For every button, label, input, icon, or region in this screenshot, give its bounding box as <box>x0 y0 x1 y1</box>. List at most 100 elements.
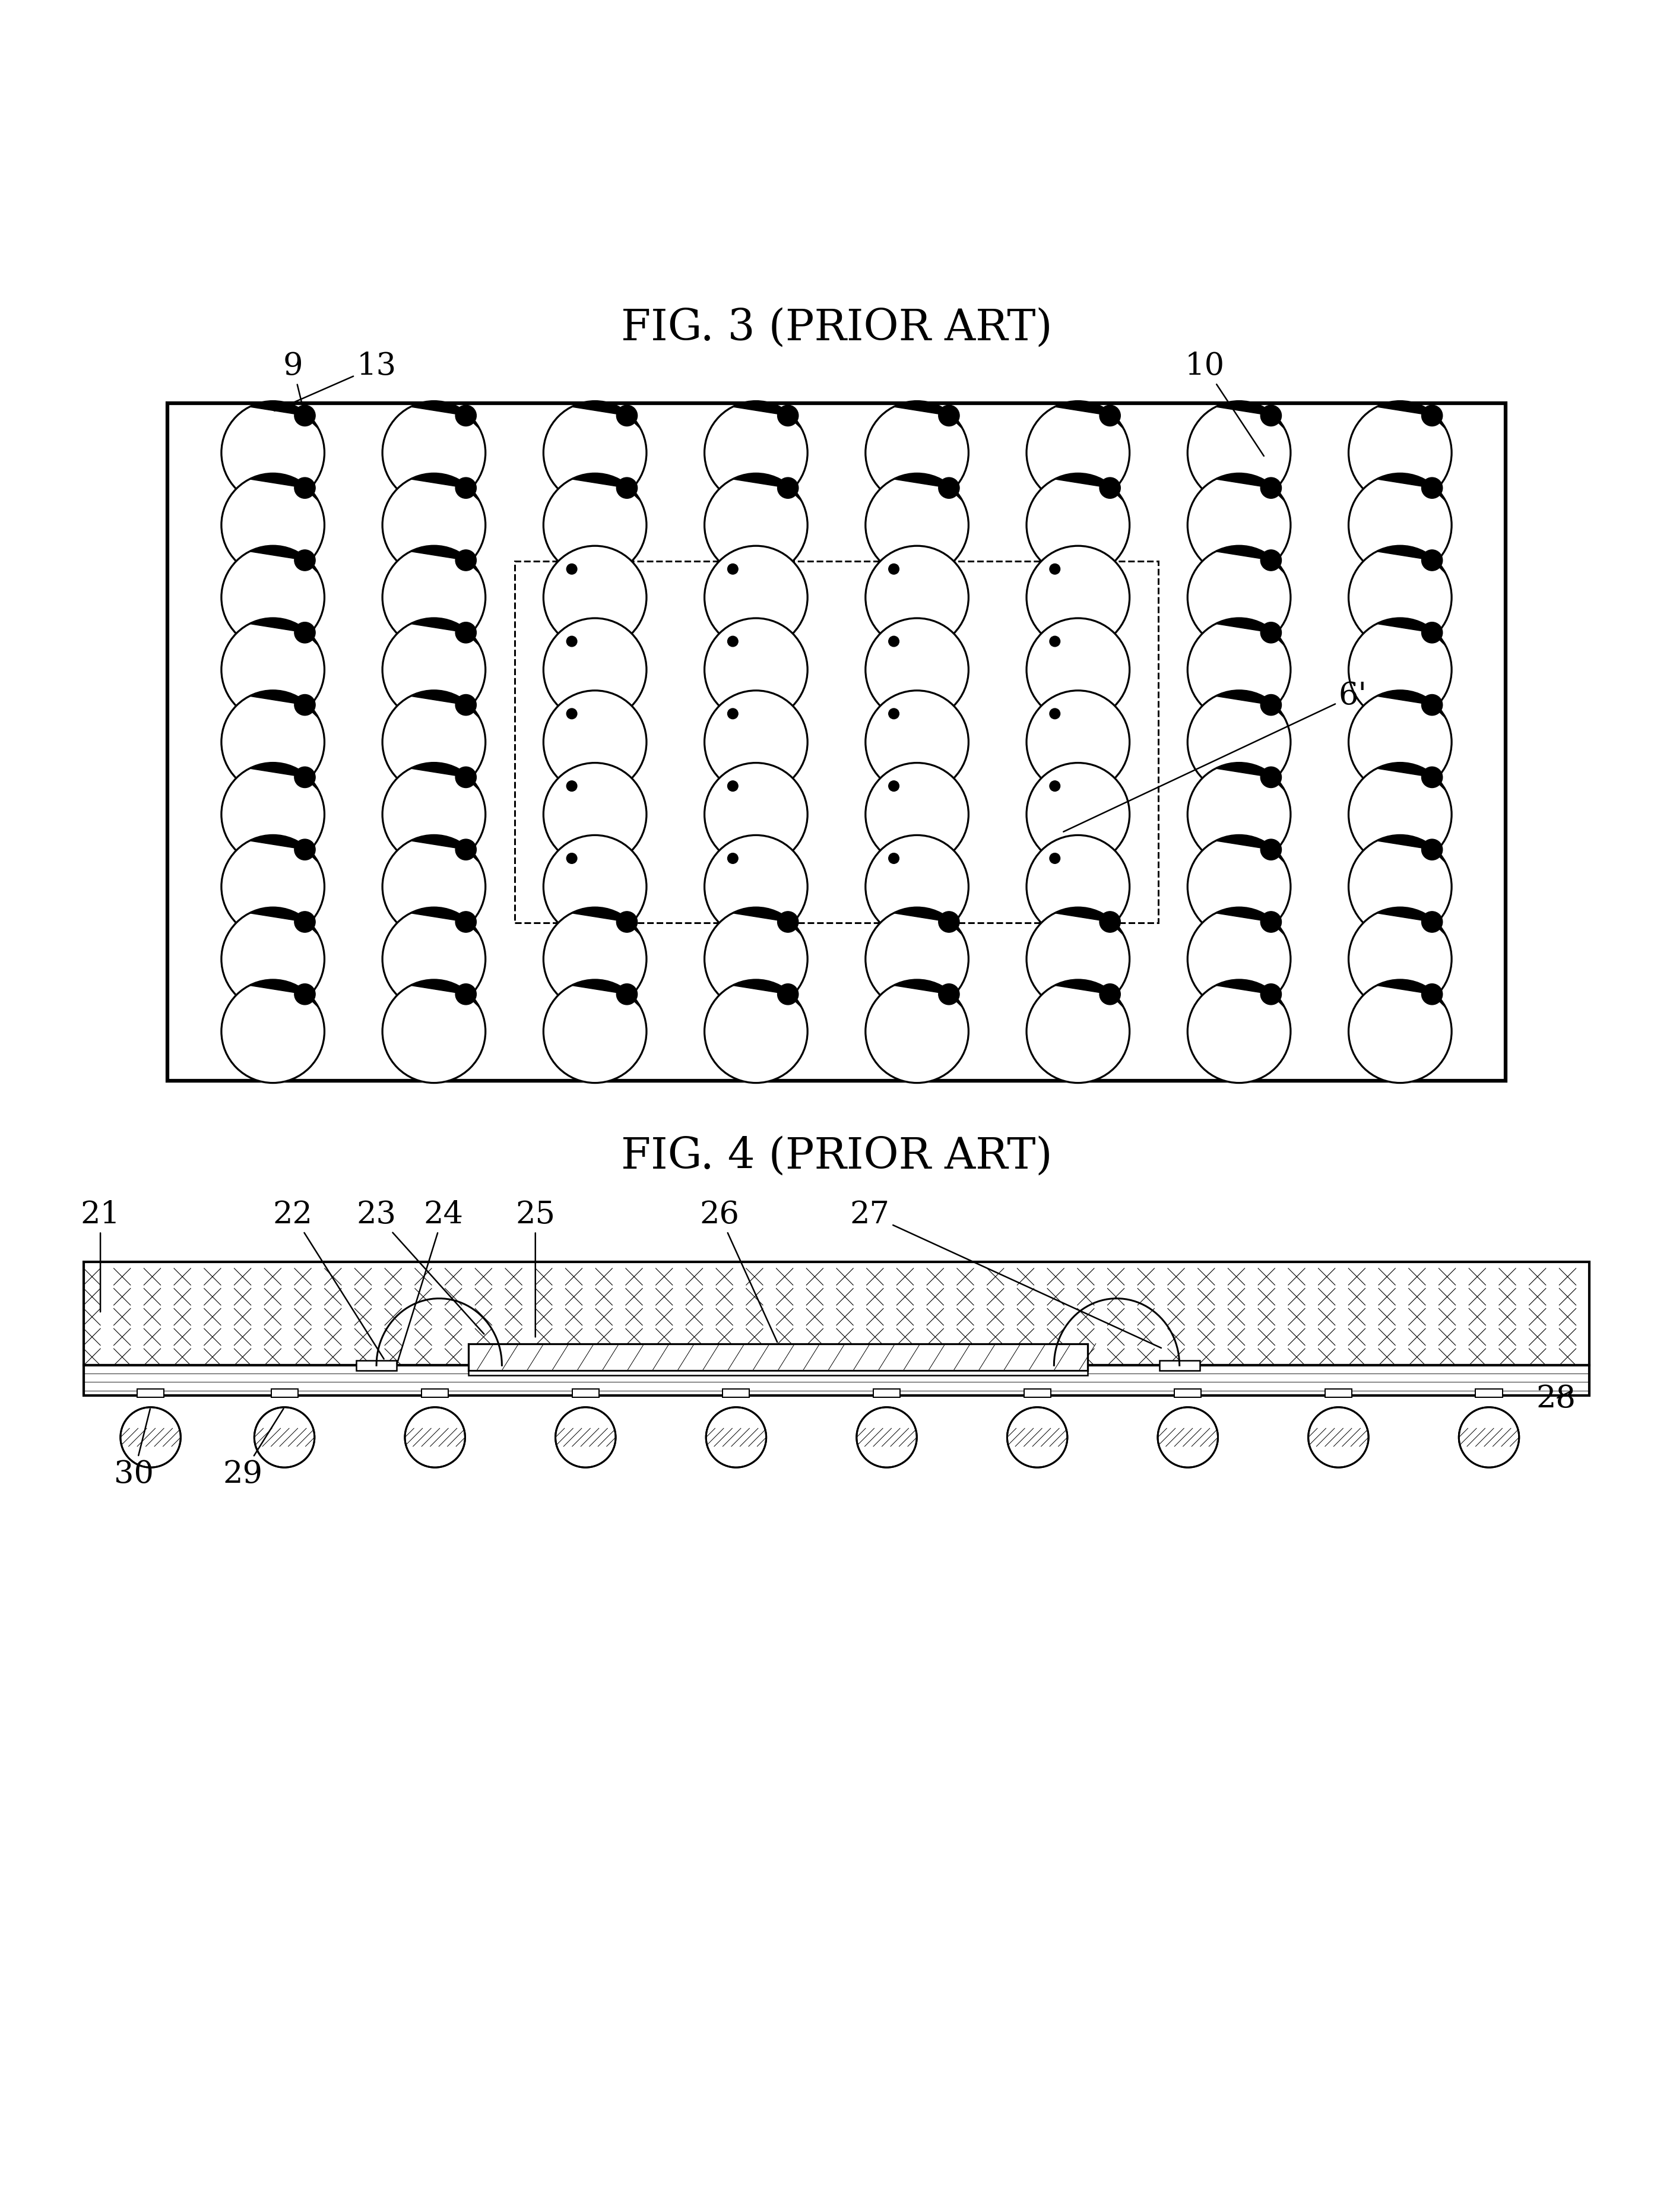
Circle shape <box>1260 405 1282 427</box>
Circle shape <box>567 781 577 792</box>
Polygon shape <box>249 690 320 719</box>
Circle shape <box>1260 768 1282 787</box>
Circle shape <box>294 695 315 714</box>
Circle shape <box>383 473 485 577</box>
Circle shape <box>704 400 808 504</box>
Polygon shape <box>249 400 320 429</box>
Bar <box>1325 1389 1352 1398</box>
Polygon shape <box>1216 473 1285 502</box>
Bar <box>723 1389 750 1398</box>
Circle shape <box>1188 907 1290 1011</box>
Circle shape <box>865 400 969 504</box>
Polygon shape <box>733 473 801 502</box>
Circle shape <box>120 1407 181 1467</box>
Circle shape <box>888 781 898 792</box>
Polygon shape <box>1216 690 1285 719</box>
Polygon shape <box>410 690 480 719</box>
Circle shape <box>383 763 485 865</box>
Circle shape <box>1422 622 1442 644</box>
Polygon shape <box>249 980 320 1009</box>
Polygon shape <box>1216 836 1285 863</box>
Circle shape <box>544 690 646 794</box>
Circle shape <box>865 980 969 1084</box>
Circle shape <box>888 854 898 863</box>
Text: 26: 26 <box>699 1199 778 1343</box>
Circle shape <box>544 400 646 504</box>
Circle shape <box>221 907 325 1011</box>
Circle shape <box>383 617 485 721</box>
Bar <box>1476 1389 1502 1398</box>
Circle shape <box>294 405 315 427</box>
Circle shape <box>865 763 969 865</box>
Polygon shape <box>1377 907 1445 936</box>
Circle shape <box>706 1407 766 1467</box>
Circle shape <box>704 617 808 721</box>
Polygon shape <box>893 907 964 936</box>
Circle shape <box>888 708 898 719</box>
Polygon shape <box>1377 763 1445 792</box>
Circle shape <box>704 473 808 577</box>
Circle shape <box>728 781 738 792</box>
Text: 22: 22 <box>273 1199 383 1358</box>
Circle shape <box>1188 763 1290 865</box>
Circle shape <box>455 622 477 644</box>
Text: 27: 27 <box>850 1199 1161 1347</box>
Circle shape <box>567 564 577 575</box>
Circle shape <box>383 546 485 648</box>
Text: 30: 30 <box>114 1409 154 1489</box>
Circle shape <box>728 564 738 575</box>
Circle shape <box>254 1407 315 1467</box>
Circle shape <box>544 836 646 938</box>
Text: 13: 13 <box>274 352 397 411</box>
Circle shape <box>728 637 738 646</box>
Circle shape <box>1099 984 1121 1004</box>
Circle shape <box>728 854 738 863</box>
Circle shape <box>455 768 477 787</box>
Circle shape <box>865 473 969 577</box>
Polygon shape <box>572 473 641 502</box>
Circle shape <box>1188 400 1290 504</box>
Circle shape <box>1049 564 1061 575</box>
Polygon shape <box>1377 690 1445 719</box>
Circle shape <box>1027 980 1129 1084</box>
Circle shape <box>221 980 325 1084</box>
Circle shape <box>1260 551 1282 571</box>
Circle shape <box>221 473 325 577</box>
Polygon shape <box>893 980 964 1009</box>
Polygon shape <box>1054 907 1124 936</box>
Bar <box>167 403 1506 1082</box>
Circle shape <box>1422 695 1442 714</box>
Circle shape <box>704 546 808 648</box>
Circle shape <box>294 622 315 644</box>
Circle shape <box>1260 838 1282 860</box>
Polygon shape <box>733 980 801 1009</box>
Text: 25: 25 <box>515 1199 555 1336</box>
Circle shape <box>1348 690 1452 794</box>
Circle shape <box>1260 695 1282 714</box>
Circle shape <box>544 617 646 721</box>
Circle shape <box>1188 836 1290 938</box>
Circle shape <box>939 478 959 498</box>
Circle shape <box>778 911 798 933</box>
Polygon shape <box>1377 617 1445 646</box>
Text: 21: 21 <box>80 1199 120 1312</box>
Circle shape <box>567 854 577 863</box>
Circle shape <box>1260 911 1282 933</box>
Polygon shape <box>1216 763 1285 792</box>
Circle shape <box>383 690 485 794</box>
Circle shape <box>294 551 315 571</box>
Circle shape <box>704 690 808 794</box>
Circle shape <box>1188 980 1290 1084</box>
Circle shape <box>1188 690 1290 794</box>
Polygon shape <box>410 836 480 863</box>
Polygon shape <box>1054 473 1124 502</box>
Bar <box>873 1389 900 1398</box>
Bar <box>84 1261 1589 1365</box>
Circle shape <box>1158 1407 1218 1467</box>
Circle shape <box>1260 984 1282 1004</box>
Circle shape <box>383 400 485 504</box>
Circle shape <box>1027 400 1129 504</box>
Circle shape <box>221 400 325 504</box>
Circle shape <box>1027 690 1129 794</box>
Circle shape <box>544 546 646 648</box>
